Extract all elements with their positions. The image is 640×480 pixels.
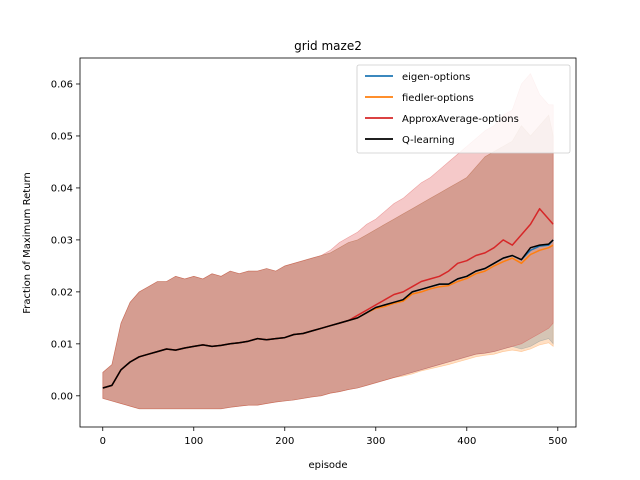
legend-label: eigen-options	[402, 72, 470, 83]
confidence-bands	[102, 73, 554, 410]
y-tick-label: 0.02	[51, 287, 73, 298]
y-axis-ticks: 0.00 0.01 0.02 0.03 0.04 0.05 0.06	[51, 79, 80, 402]
x-tick-label: 200	[275, 436, 294, 447]
legend-label: ApproxAverage-options	[402, 114, 519, 125]
band-eigen-options	[102, 114, 554, 410]
y-tick-label: 0.03	[51, 235, 73, 246]
x-tick-label: 100	[184, 436, 203, 447]
band-approxaverage-options	[102, 73, 554, 410]
legend-label: fiedler-options	[402, 93, 474, 104]
x-axis-label: episode	[308, 460, 347, 471]
y-tick-label: 0.04	[51, 183, 73, 194]
series-lines	[102, 207, 554, 389]
legend: eigen-options fiedler-options ApproxAverag…	[356, 64, 571, 154]
y-tick-label: 0.05	[51, 131, 73, 142]
x-tick-label: 500	[548, 436, 567, 447]
y-tick-label: 0.00	[51, 391, 73, 402]
y-tick-label: 0.01	[51, 339, 73, 350]
x-tick-label: 0	[100, 436, 106, 447]
y-tick-label: 0.06	[51, 79, 73, 90]
chart-title: grid maze2	[294, 39, 362, 53]
legend-label: Q-learning	[402, 135, 455, 146]
band-fiedler-options	[102, 114, 554, 410]
x-axis-ticks: 0 100 200 300 400 500	[100, 427, 567, 447]
x-tick-label: 400	[457, 436, 476, 447]
y-axis-label: Fraction of Maximum Return	[22, 172, 33, 314]
x-tick-label: 300	[366, 436, 385, 447]
plot-frame	[79, 57, 577, 428]
legend-box	[356, 64, 571, 154]
